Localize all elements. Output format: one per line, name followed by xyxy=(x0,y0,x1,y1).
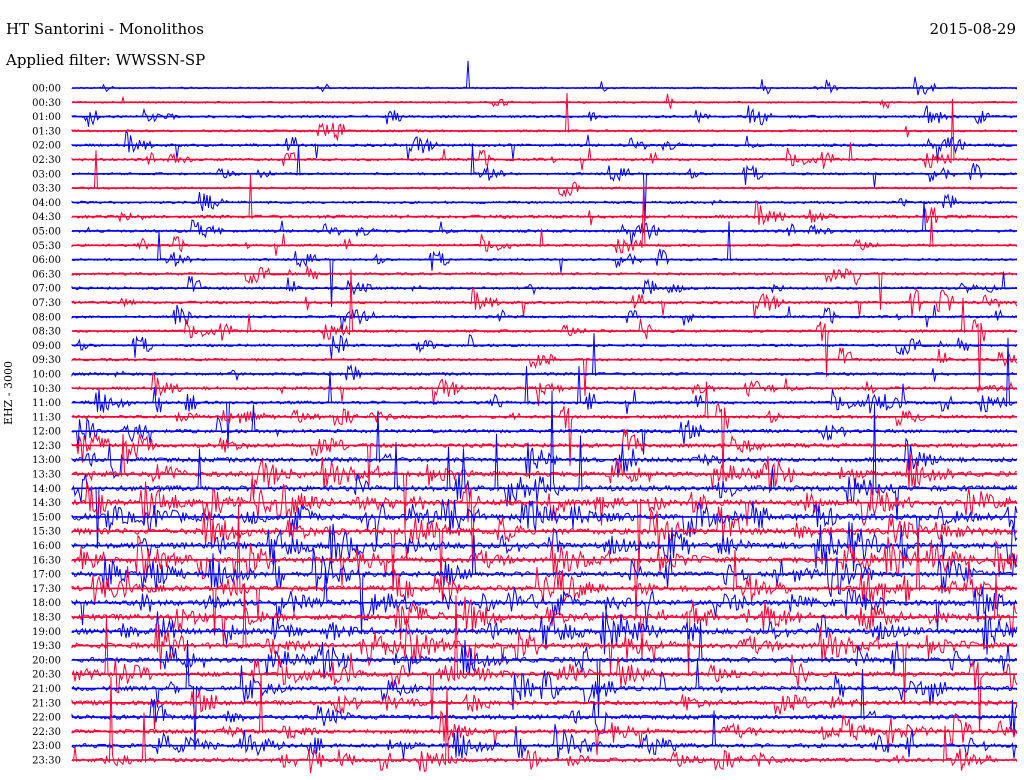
time-tick-label: 16:00 xyxy=(32,541,61,552)
time-tick-label: 19:00 xyxy=(32,627,61,638)
trace-row-0030 xyxy=(71,93,1018,110)
time-tick-label: 15:00 xyxy=(32,512,61,523)
time-tick-label: 23:00 xyxy=(32,741,61,752)
time-tick-label: 16:30 xyxy=(32,555,61,566)
time-tick-label: 03:00 xyxy=(32,169,61,180)
time-tick-label: 10:00 xyxy=(32,369,61,380)
time-tick-label: 11:30 xyxy=(32,412,61,423)
trace-row-0730 xyxy=(71,287,1018,319)
time-tick-label: 01:00 xyxy=(32,112,61,123)
time-tick-label: 07:00 xyxy=(32,284,61,295)
time-tick-label: 17:30 xyxy=(32,584,61,595)
time-tick-label: 10:30 xyxy=(32,384,61,395)
time-tick-label: 14:00 xyxy=(32,484,61,495)
trace-row-1800 xyxy=(71,567,1018,632)
station-title: HT Santorini - Monolithos xyxy=(6,20,204,38)
time-tick-label: 23:30 xyxy=(32,756,61,767)
time-tick-label: 18:00 xyxy=(32,598,61,609)
trace-row-2130 xyxy=(71,689,1018,730)
trace-row-1500 xyxy=(71,498,1018,547)
trace-row-0700 xyxy=(71,271,1018,296)
time-tick-label: 14:30 xyxy=(32,498,61,509)
time-tick-label: 02:00 xyxy=(32,141,61,152)
time-tick-label: 09:30 xyxy=(32,355,61,366)
time-tick-label: 04:00 xyxy=(32,198,61,209)
trace-row-1030 xyxy=(71,372,1018,406)
trace-row-0600 xyxy=(71,221,1018,307)
trace-row-1400 xyxy=(71,390,1018,549)
time-tick-label: 05:00 xyxy=(32,226,61,237)
time-tick-label: 04:30 xyxy=(32,212,61,223)
time-tick-label: 22:30 xyxy=(32,727,61,738)
time-tick-label: 07:30 xyxy=(32,298,61,309)
time-tick-label: 13:30 xyxy=(32,470,61,481)
trace-row-1600 xyxy=(71,521,1018,572)
time-ticks-group: 00:00 00:30 01:00 01:30 02:00 02:30 03:00 03:30… xyxy=(32,84,61,767)
time-tick-label: 19:30 xyxy=(32,641,61,652)
trace-row-1300 xyxy=(71,411,1018,479)
traces-group xyxy=(71,60,1018,774)
time-tick-label: 03:30 xyxy=(32,184,61,195)
date-label: 2015-08-29 xyxy=(929,20,1016,38)
time-tick-label: 00:00 xyxy=(32,84,61,95)
time-tick-label: 20:30 xyxy=(32,670,61,681)
time-tick-label: 06:00 xyxy=(32,255,61,266)
time-tick-label: 18:30 xyxy=(32,613,61,624)
time-tick-label: 21:00 xyxy=(32,684,61,695)
trace-row-0200 xyxy=(71,130,1018,161)
time-tick-label: 06:30 xyxy=(32,269,61,280)
time-tick-label: 12:00 xyxy=(32,427,61,438)
time-tick-label: 11:00 xyxy=(32,398,61,409)
time-tick-label: 09:00 xyxy=(32,341,61,352)
trace-row-0830 xyxy=(71,269,1018,391)
filter-label: Applied filter: WWSSN-SP xyxy=(6,51,206,69)
time-tick-label: 15:30 xyxy=(32,527,61,538)
time-tick-label: 00:30 xyxy=(32,98,61,109)
time-tick-label: 08:30 xyxy=(32,327,61,338)
trace-row-0300 xyxy=(71,145,1018,222)
time-tick-label: 17:00 xyxy=(32,570,61,581)
trace-row-0000 xyxy=(71,60,1018,96)
time-tick-label: 20:00 xyxy=(32,655,61,666)
time-tick-label: 12:30 xyxy=(32,441,61,452)
trace-row-1630 xyxy=(71,534,1018,619)
trace-row-1730 xyxy=(71,505,1018,636)
time-tick-label: 05:30 xyxy=(32,241,61,252)
trace-row-2000 xyxy=(71,621,1018,718)
time-tick-label: 13:00 xyxy=(32,455,61,466)
trace-row-2330 xyxy=(71,676,1018,774)
trace-row-0900 xyxy=(71,334,1018,360)
time-tick-label: 08:00 xyxy=(32,312,61,323)
trace-row-0800 xyxy=(71,304,1017,332)
time-tick-label: 21:30 xyxy=(32,698,61,709)
time-tick-label: 02:30 xyxy=(32,155,61,166)
time-tick-label: 22:00 xyxy=(32,713,61,724)
trace-row-0400 xyxy=(71,192,1018,212)
time-tick-label: 01:30 xyxy=(32,126,61,137)
